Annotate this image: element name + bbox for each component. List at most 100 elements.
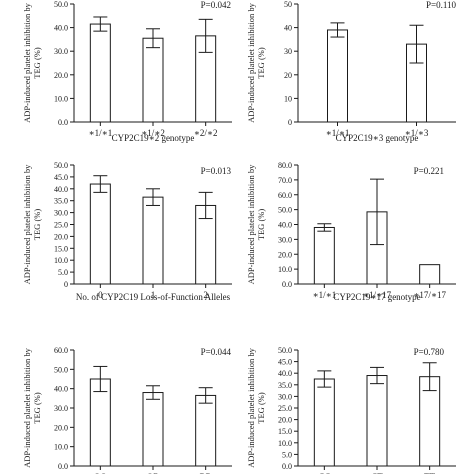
y-tick-label: 50.0 bbox=[54, 365, 68, 374]
y-axis-label-line2: TEG (%) bbox=[256, 47, 266, 79]
bar-3 bbox=[195, 394, 217, 467]
x-tick-label: 0 bbox=[98, 290, 103, 300]
x-tick-label: 1 bbox=[151, 290, 156, 300]
y-axis-label-line1: ADP-induced platelet inhibition by bbox=[246, 347, 256, 467]
y-tick-label: 45.0 bbox=[54, 173, 68, 182]
y-tick-label: 60.0 bbox=[54, 346, 68, 355]
y-tick-label: 10.0 bbox=[54, 256, 68, 265]
bar-1 bbox=[327, 29, 348, 123]
x-tick-label: RR bbox=[200, 472, 212, 474]
y-tick-label: 0 bbox=[288, 118, 292, 127]
y-tick-label: 50 bbox=[284, 0, 292, 9]
y-tick-label: 50.0 bbox=[278, 346, 292, 355]
y-tick-label: 10.0 bbox=[54, 94, 68, 103]
x-tick-label: ∗1/∗1 bbox=[326, 128, 350, 138]
x-tick-label: ∗1/∗1 bbox=[88, 128, 112, 138]
bar-3 bbox=[419, 264, 441, 285]
y-tick-label: 40.0 bbox=[278, 369, 292, 378]
x-tick-label: CC bbox=[318, 472, 330, 474]
y-axis-label-line2: TEG (%) bbox=[256, 209, 266, 241]
x-axis-label: CYP2C19∗2 genotype bbox=[112, 133, 195, 143]
x-tick-label: CT bbox=[371, 472, 383, 474]
y-axis-label-line2: TEG (%) bbox=[32, 209, 42, 241]
x-axis-label: CYP2C19∗17 genotype bbox=[333, 292, 420, 302]
y-tick-label: 10 bbox=[284, 94, 292, 103]
y-tick-label: 30.0 bbox=[278, 235, 292, 244]
x-tick-label: ∗1/∗3 bbox=[405, 128, 429, 138]
y-tick-label: 0.0 bbox=[282, 462, 292, 471]
p-value-label: P=0.044 bbox=[201, 347, 232, 357]
y-axis-label-line1: ADP-induced platelet inhibition by bbox=[22, 347, 32, 467]
y-tick-label: 0.0 bbox=[58, 462, 68, 471]
y-tick-label: 30.0 bbox=[278, 392, 292, 401]
y-tick-label: 0.0 bbox=[282, 280, 292, 289]
bar-1 bbox=[89, 23, 111, 123]
x-axis-label: CYP2C19∗3 genotype bbox=[336, 133, 419, 143]
p-value-label: P=0.110 bbox=[426, 0, 456, 10]
chart-panel-5: 0.0 10.0 20.0 30.0 40.0 50.0 60.0 ADP-induced p… bbox=[22, 346, 232, 474]
y-tick-label: 40.0 bbox=[54, 385, 68, 394]
y-tick-label: 20.0 bbox=[54, 232, 68, 241]
y-tick-label: 30 bbox=[284, 47, 292, 56]
x-tick-label: QR bbox=[147, 472, 160, 474]
chart-panel-1: 0.0 10.0 20.0 30.0 40.0 50.0 ADP-induced plate… bbox=[22, 0, 232, 143]
y-tick-label: 50.0 bbox=[54, 161, 68, 170]
y-tick-label: 25.0 bbox=[54, 221, 68, 230]
chart-panel-4: 0.0 10.0 20.0 30.0 40.0 50.0 60.0 70.0 80.0 ADP-i… bbox=[246, 161, 456, 302]
chart-panel-3: 0 5.0 10.0 15.0 20.0 25.0 30.0 35.0 40.0 45.0 50.0… bbox=[22, 161, 232, 302]
y-axis-label-line1: ADP-induced platelet inhibition by bbox=[246, 2, 256, 122]
bar-2 bbox=[142, 392, 164, 467]
y-tick-label: 35.0 bbox=[278, 381, 292, 390]
bar-1 bbox=[313, 378, 335, 467]
y-axis-label-line1: ADP-induced platelet inhibition by bbox=[22, 2, 32, 122]
p-value-label: P=0.780 bbox=[414, 347, 445, 357]
bar-1 bbox=[89, 183, 111, 285]
y-axis-label-line1: ADP-induced platelet inhibition by bbox=[22, 164, 32, 284]
y-tick-label: 20.0 bbox=[54, 423, 68, 432]
chart-panel-2: 0 10 20 30 40 50 ADP-induced platelet inhibiti… bbox=[246, 0, 456, 143]
y-tick-label: 50.0 bbox=[278, 206, 292, 215]
y-tick-label: 30.0 bbox=[54, 209, 68, 218]
y-tick-label: 40.0 bbox=[278, 221, 292, 230]
y-tick-label: 10.0 bbox=[278, 439, 292, 448]
y-tick-label: 40.0 bbox=[54, 24, 68, 33]
bar-2 bbox=[142, 37, 164, 123]
x-tick-label: QQ bbox=[94, 472, 107, 474]
y-tick-label: 45.0 bbox=[278, 358, 292, 367]
y-tick-label: 15.0 bbox=[278, 427, 292, 436]
y-tick-label: 40 bbox=[284, 24, 292, 33]
y-tick-label: 25.0 bbox=[278, 404, 292, 413]
y-axis-label-line2: TEG (%) bbox=[32, 392, 42, 424]
y-axis-label-line2: TEG (%) bbox=[32, 47, 42, 79]
p-value-label: P=0.221 bbox=[414, 166, 444, 176]
p-value-label: P=0.013 bbox=[201, 166, 232, 176]
x-axis-label: No. of CYP2C19 Loss-of-Function Alleles bbox=[76, 292, 231, 302]
y-tick-label: 10.0 bbox=[278, 265, 292, 274]
y-tick-label: 20.0 bbox=[278, 250, 292, 259]
y-tick-label: 10.0 bbox=[54, 443, 68, 452]
y-tick-label: 30.0 bbox=[54, 404, 68, 413]
y-axis-label-line2: TEG (%) bbox=[256, 392, 266, 424]
x-tick-label: ∗1/∗1 bbox=[312, 290, 336, 300]
chart-panel-6: 0.0 5.0 10.0 15.0 20.0 25.0 30.0 35.0 40.0 45.0 50… bbox=[246, 346, 456, 474]
y-tick-label: 20.0 bbox=[278, 416, 292, 425]
x-tick-label: TT bbox=[424, 472, 435, 474]
x-tick-label: ∗17/∗17 bbox=[413, 290, 446, 300]
y-tick-label: 30.0 bbox=[54, 47, 68, 56]
x-tick-label: ∗1/∗17 bbox=[363, 290, 392, 300]
x-tick-label: ∗1/∗2 bbox=[141, 128, 165, 138]
bar-1 bbox=[313, 226, 335, 285]
y-tick-label: 0 bbox=[64, 280, 68, 289]
y-tick-label: 40.0 bbox=[54, 185, 68, 194]
x-tick-label: ∗2/∗2 bbox=[194, 128, 218, 138]
y-tick-label: 50.0 bbox=[54, 0, 68, 9]
y-tick-label: 15.0 bbox=[54, 244, 68, 253]
x-tick-label: 2 bbox=[203, 290, 208, 300]
y-tick-label: 0.0 bbox=[58, 118, 68, 127]
y-tick-label: 35.0 bbox=[54, 197, 68, 206]
y-tick-label: 80.0 bbox=[278, 161, 292, 170]
y-tick-label: 60.0 bbox=[278, 191, 292, 200]
y-tick-label: 20 bbox=[284, 71, 292, 80]
bar-2 bbox=[366, 375, 388, 467]
